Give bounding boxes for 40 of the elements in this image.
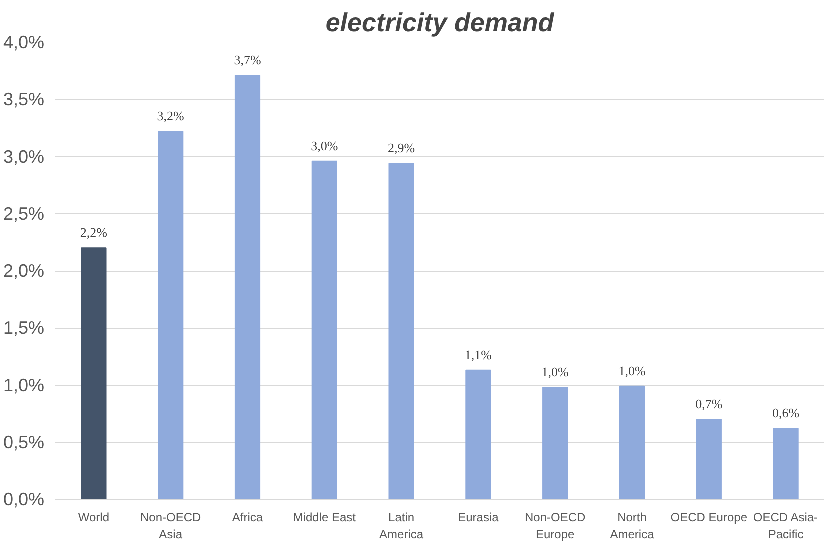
data-label: 3,7% (234, 52, 262, 68)
x-tick-label: Eurasia (458, 510, 500, 524)
data-label: 0,6% (772, 406, 800, 421)
y-tick-label: 2,0% (3, 261, 45, 281)
data-label: 2,2% (80, 225, 108, 240)
bar (773, 428, 799, 500)
bar (466, 370, 492, 500)
bar (234, 75, 261, 500)
y-tick-label: 0,0% (3, 490, 45, 510)
data-label: 1,0% (542, 364, 570, 380)
x-tick-label: Latin America (380, 510, 424, 542)
x-tick-label: North America (610, 510, 655, 542)
data-label: 1,0% (618, 363, 646, 378)
bar (388, 163, 414, 500)
x-tick-label: World (78, 510, 110, 524)
bar (81, 248, 107, 500)
x-tick-label: Africa (232, 510, 264, 524)
y-tick-label: 0,5% (3, 432, 45, 452)
bar (158, 131, 184, 500)
bar (312, 160, 338, 500)
y-tick-label: 3,0% (3, 146, 45, 167)
x-tick-label: Non-OECD Europe (525, 510, 586, 542)
bar (542, 387, 568, 500)
bar (696, 419, 722, 500)
data-label: 3,0% (311, 138, 338, 154)
x-tick-label: Middle East (293, 510, 357, 524)
y-tick-label: 1,5% (3, 318, 45, 338)
x-tick-label: OECD Asia-Pacific (753, 510, 818, 542)
y-tick-label: 1,0% (3, 375, 45, 396)
data-label: 0,7% (696, 396, 723, 412)
bar (619, 386, 646, 500)
data-label: 2,9% (388, 140, 416, 156)
chart-title: electricity demand (326, 8, 556, 38)
y-tick-label: 3,5% (3, 90, 45, 110)
y-tick-label: 2,5% (3, 204, 45, 224)
data-label: 3,2% (157, 108, 185, 124)
y-tick-label: 4,0% (3, 32, 45, 52)
data-label: 1,1% (464, 347, 492, 362)
x-tick-label: OECD Europe (670, 510, 748, 524)
x-tick-label: Non-OECD Asia (140, 510, 202, 542)
